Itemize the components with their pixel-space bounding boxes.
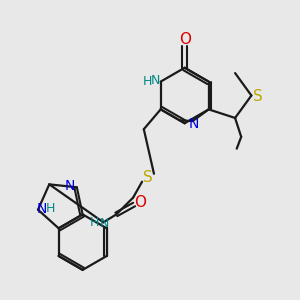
Text: N: N — [65, 179, 75, 193]
Text: H: H — [90, 216, 99, 229]
Text: N: N — [188, 117, 199, 131]
Text: H: H — [46, 202, 56, 215]
Text: O: O — [134, 195, 146, 210]
Text: O: O — [179, 32, 191, 46]
Text: S: S — [143, 170, 153, 185]
Text: H: H — [143, 75, 152, 88]
Text: S: S — [254, 89, 263, 104]
Text: N: N — [100, 217, 109, 230]
Text: N: N — [151, 74, 160, 87]
Text: N: N — [37, 202, 47, 216]
